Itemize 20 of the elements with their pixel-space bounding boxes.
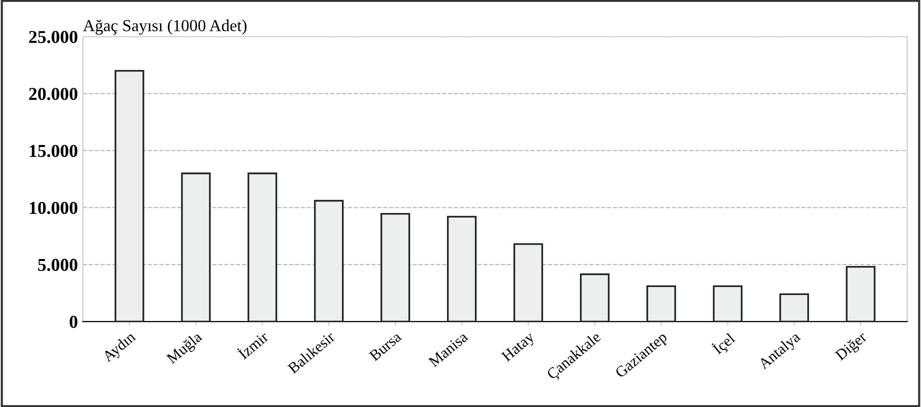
y-tick-label: 10.000 bbox=[30, 202, 78, 214]
bar bbox=[314, 200, 344, 322]
bar bbox=[513, 243, 544, 322]
bar bbox=[114, 70, 144, 322]
bar bbox=[380, 213, 410, 322]
y-tick-label: 25.000 bbox=[29, 30, 78, 44]
x-tick-label: İçel bbox=[710, 330, 738, 358]
bar bbox=[779, 293, 809, 322]
bar bbox=[712, 285, 742, 322]
y-tick-label: 0 bbox=[70, 316, 78, 328]
bar bbox=[580, 273, 610, 322]
y-tick-label: 5.000 bbox=[38, 258, 78, 272]
bar bbox=[447, 216, 477, 322]
chart-title: Ağaç Sayısı (1000 Adet) bbox=[83, 20, 246, 35]
bar bbox=[646, 285, 676, 322]
y-tick-label: 20.000 bbox=[29, 88, 78, 100]
y-tick-label: 15.000 bbox=[30, 144, 78, 158]
bar bbox=[846, 266, 876, 322]
bar bbox=[248, 172, 278, 322]
bar bbox=[181, 172, 211, 322]
